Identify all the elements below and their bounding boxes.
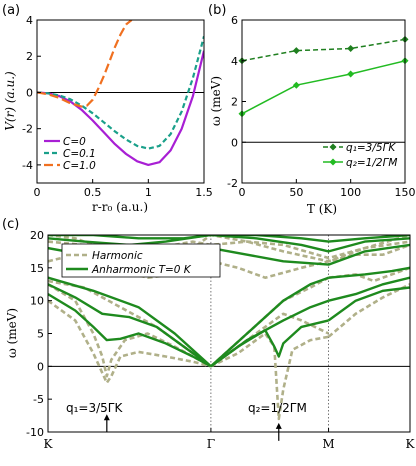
panel-c-legend-label: Anharmonic T=0 K	[91, 264, 192, 276]
panel-c-legend-box	[61, 243, 221, 278]
panel-c-label: (c)	[2, 217, 19, 232]
panel-b-point	[292, 47, 300, 55]
panel-a-legend-label: C=0	[63, 136, 86, 148]
panel-b-ytick-label: 2	[231, 96, 238, 109]
panel-c-annotation-arrowhead	[275, 422, 282, 429]
panel-b-label: (b)	[208, 3, 226, 18]
panel-c-branch-anharmonic	[48, 276, 212, 368]
panel-c: (c) -10 -5 0 5 10 15 20 K Γ M K ω (meV) Harmonic An…	[2, 217, 416, 451]
panel-c-ylabel: ω (meV)	[5, 308, 19, 358]
panel-a-xtick-label: 1	[145, 186, 152, 199]
panel-b-xlabel: T (K)	[307, 202, 337, 216]
panel-a-ytick-label: -4	[22, 159, 33, 172]
panel-c-branch-anharmonic	[328, 276, 410, 302]
panel-a-ylabel: V(r) (a.u.)	[3, 71, 17, 131]
panel-b-series-line-0	[242, 38, 405, 62]
panel-c-xtick-label: M	[322, 437, 334, 451]
panel-b-legend-marker	[329, 143, 337, 151]
panel-b-ytick-label: 6	[231, 14, 238, 27]
panel-c-branch-anharmonic	[48, 283, 212, 368]
panel-b-ytick-label: 4	[231, 55, 238, 68]
panel-a-frame	[36, 19, 205, 184]
panel-b-legend-label: q₂=1/2ΓM	[346, 157, 397, 169]
panel-c-xtick-label: K	[406, 437, 416, 451]
panel-b-legend: q₁=3/5ΓK q₂=1/2ΓM	[323, 142, 397, 169]
panel-c-ytick-label: 20	[30, 229, 44, 242]
panel-c-branch-anharmonic	[210, 276, 330, 368]
panel-c-xtick-label: K	[44, 437, 54, 451]
panel-a-ytick-label: 2	[26, 50, 33, 63]
panel-a-xtick-label: 0.5	[84, 186, 102, 199]
panel-c-ytick-label: 0	[37, 360, 44, 373]
panel-b-legend-marker	[329, 158, 337, 166]
panel-b-ytick-label: -2	[227, 177, 238, 190]
panel-b-series-line-1	[242, 60, 405, 115]
panel-c-branch-anharmonic	[48, 235, 410, 243]
panel-a-legend-label: C=0.1	[63, 148, 96, 160]
panel-c-annotation-label: q₁=3/5ΓK	[66, 401, 123, 415]
panel-b-point	[292, 81, 300, 89]
panel-a-ytick-label: 4	[26, 14, 33, 27]
panel-b-ytick-label: 0	[231, 136, 238, 149]
panel-c-branch-anharmonic	[328, 266, 410, 279]
panel-a-series-line-0	[37, 50, 204, 166]
panel-b-xtick-label: 0	[239, 186, 246, 199]
panel-a-legend-label: C=1.0	[63, 160, 96, 172]
panel-c-ytick-label: 5	[37, 328, 44, 341]
panel-a-series-line-1	[37, 36, 204, 150]
panel-b-point	[347, 45, 355, 53]
panel-c-branch-harmonic	[210, 332, 329, 421]
panel-a-series-line-2	[37, 20, 133, 108]
panel-c-ytick-label: -10	[26, 426, 44, 439]
panel-b-point	[347, 70, 355, 78]
panel-a-xtick-label: 0	[34, 186, 41, 199]
panel-a-xtick-label: 1.5	[195, 186, 213, 199]
panel-a-ytick-label: -2	[22, 123, 33, 136]
panel-c-legend-label: Harmonic	[92, 250, 143, 262]
panel-c-branch-harmonic	[48, 279, 212, 368]
panel-c-ytick-label: -5	[33, 393, 44, 406]
panel-a-xlabel: r-r₀ (a.u.)	[92, 200, 148, 214]
panel-a-ytick-label: 0	[26, 86, 33, 99]
panel-c-annotation-arrowhead	[103, 414, 110, 421]
panel-c-xtick-label: Γ	[207, 437, 215, 451]
panel-a: (a) 0 0.5 1 1.5 -4 -2 0 2 4 V(r) (a.u.) r-r₀ (a.…	[2, 3, 213, 214]
panel-b-xtick-label: 100	[340, 186, 361, 199]
panel-c-annotation-label: q₂=1/2ΓM	[248, 401, 307, 415]
panel-c-branch-anharmonic	[327, 286, 410, 322]
panel-c-ytick-label: 15	[30, 262, 44, 275]
panel-b-legend-label: q₁=3/5ΓK	[346, 142, 396, 154]
panel-c-branch-harmonic	[327, 283, 410, 338]
panel-b-xtick-label: 150	[395, 186, 416, 199]
panel-c-branch-anharmonic	[48, 293, 212, 368]
panel-a-legend: C=0C=0.1C=1.0	[44, 136, 96, 172]
panel-c-ytick-label: 10	[30, 295, 44, 308]
panel-c-branch-harmonic	[48, 299, 212, 385]
panel-a-label: (a)	[2, 3, 20, 18]
panel-c-branch-anharmonic	[210, 299, 330, 368]
panel-c-legend: Harmonic Anharmonic T=0 K	[61, 243, 221, 278]
panel-b-ylabel: ω (meV)	[209, 76, 223, 126]
panel-c-branch-harmonic	[48, 283, 212, 378]
panel-b-xtick-label: 50	[289, 186, 303, 199]
panel-c-branch-anharmonic	[48, 235, 410, 253]
